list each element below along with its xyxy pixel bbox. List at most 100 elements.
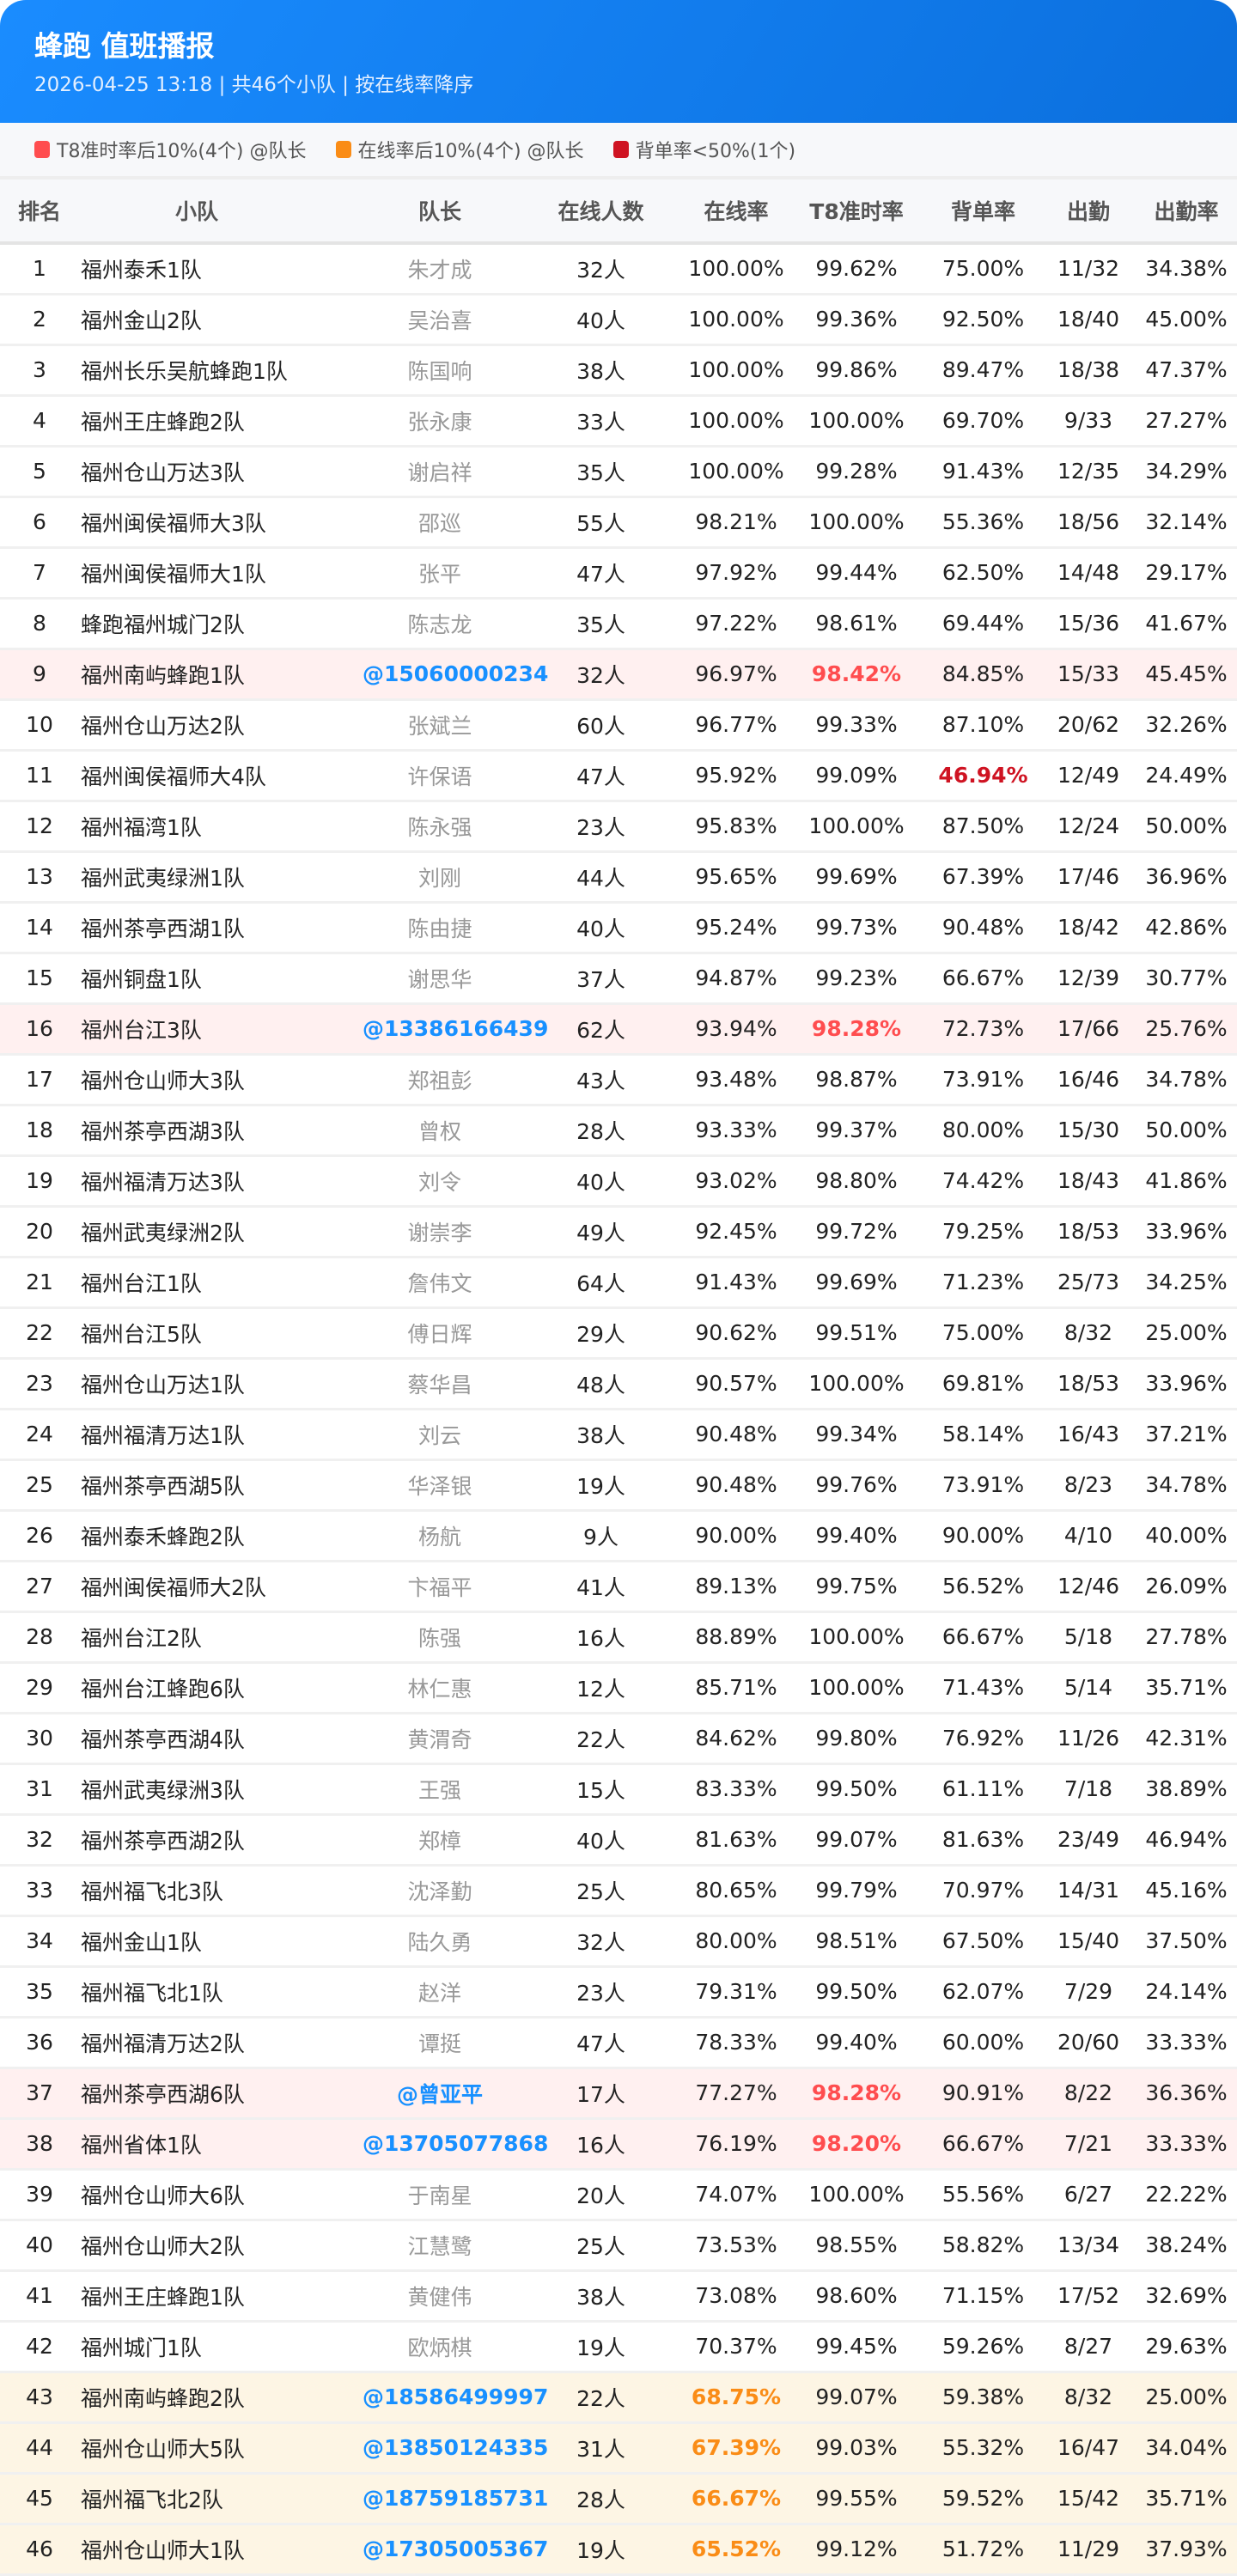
cell-attendance-rate: 47.37% — [1136, 344, 1237, 397]
cell-team: 福州金山2队 — [79, 294, 363, 346]
table-row: 24 福州福清万达1队 刘云 38人 90.48% 99.34% 58.14% 16/43 37… — [0, 1409, 1237, 1461]
cell-online-count: 41人 — [517, 1561, 685, 1613]
cell-online-count: 40人 — [517, 1155, 685, 1208]
cell-beidan-rate: 59.38% — [925, 2372, 1041, 2424]
table-row: 46 福州仓山师大1队 @17305005367 19人 65.52% 99.12% 51.… — [0, 2524, 1237, 2576]
table-row: 44 福州仓山师大5队 @13850124335 31人 67.39% 99.03% 55.… — [0, 2422, 1237, 2475]
cell-beidan-rate: 59.52% — [925, 2473, 1041, 2525]
cell-leader[interactable]: @17305005367 — [363, 2524, 548, 2576]
cell-attendance-rate: 27.78% — [1136, 1611, 1237, 1664]
cell-online-rate: 80.00% — [685, 1915, 788, 1968]
cell-beidan-rate: 56.52% — [925, 1561, 1041, 1613]
cell-team: 福州省体1队 — [79, 2118, 363, 2171]
table-row: 22 福州台江5队 傅日辉 29人 90.62% 99.51% 75.00% 8/32 25.0… — [0, 1307, 1237, 1360]
cell-attendance: 5/14 — [1041, 1662, 1136, 1714]
cell-t8-rate: 100.00% — [788, 496, 925, 549]
cell-leader[interactable]: @18759185731 — [363, 2473, 548, 2525]
cell-online-rate: 90.62% — [685, 1307, 788, 1360]
cell-t8-rate: 99.79% — [788, 1865, 925, 1917]
cell-beidan-rate: 46.94% — [925, 750, 1041, 802]
cell-attendance-rate: 22.22% — [1136, 2169, 1237, 2221]
cell-leader: 詹伟文 — [363, 1257, 517, 1309]
cell-online-rate: 93.02% — [685, 1155, 788, 1208]
cell-team: 福州闽侯福师大1队 — [79, 547, 363, 600]
cell-online-rate: 78.33% — [685, 2017, 788, 2069]
cell-leader[interactable]: @13850124335 — [363, 2422, 548, 2475]
cell-t8-rate: 99.55% — [788, 2473, 925, 2525]
cell-online-rate: 97.22% — [685, 598, 788, 650]
cell-attendance: 18/53 — [1041, 1358, 1136, 1410]
cell-team: 福州南屿蜂跑2队 — [79, 2372, 363, 2424]
cell-online-count: 12人 — [517, 1662, 685, 1714]
cell-t8-rate: 99.51% — [788, 1307, 925, 1360]
cell-t8-rate: 99.07% — [788, 1814, 925, 1867]
cell-team: 福州福清万达3队 — [79, 1155, 363, 1208]
cell-online-rate: 65.52% — [685, 2524, 788, 2576]
cell-team: 福州福飞北1队 — [79, 1966, 363, 2019]
cell-beidan-rate: 69.44% — [925, 598, 1041, 650]
cell-attendance: 15/33 — [1041, 649, 1136, 701]
cell-beidan-rate: 71.23% — [925, 1257, 1041, 1309]
cell-online-count: 9人 — [517, 1510, 685, 1562]
cell-leader: 陆久勇 — [363, 1915, 517, 1968]
cell-rank: 9 — [0, 649, 79, 701]
table-row: 32 福州茶亭西湖2队 郑樟 40人 81.63% 99.07% 81.63% 23/49 46… — [0, 1814, 1237, 1867]
darkred-swatch-icon — [612, 141, 629, 158]
cell-beidan-rate: 92.50% — [925, 294, 1041, 346]
cell-rank: 43 — [0, 2372, 79, 2424]
cell-leader: 陈志龙 — [363, 598, 517, 650]
cell-beidan-rate: 73.91% — [925, 1054, 1041, 1106]
cell-leader[interactable]: @15060000234 — [363, 649, 548, 701]
cell-team: 福州城门1队 — [79, 2321, 363, 2373]
cell-rank: 1 — [0, 243, 79, 295]
cell-rank: 8 — [0, 598, 79, 650]
cell-online-count: 23人 — [517, 801, 685, 853]
table-row: 45 福州福飞北2队 @18759185731 28人 66.67% 99.55% 59.5… — [0, 2473, 1237, 2525]
cell-team: 福州台江5队 — [79, 1307, 363, 1360]
cell-online-count: 47人 — [517, 2017, 685, 2069]
cell-attendance: 13/34 — [1041, 2220, 1136, 2272]
col-attendance: 出勤 — [1041, 180, 1136, 245]
cell-rank: 22 — [0, 1307, 79, 1360]
cell-beidan-rate: 73.91% — [925, 1459, 1041, 1512]
table-row: 23 福州仓山万达1队 蔡华昌 48人 90.57% 100.00% 69.81% 18/53… — [0, 1358, 1237, 1410]
cell-rank: 29 — [0, 1662, 79, 1714]
table-row: 30 福州茶亭西湖4队 黄渭奇 22人 84.62% 99.80% 76.92% 11/26 4… — [0, 1713, 1237, 1765]
cell-attendance-rate: 25.76% — [1136, 1003, 1237, 1056]
cell-online-rate: 90.48% — [685, 1459, 788, 1512]
cell-leader[interactable]: @曾亚平 — [363, 2067, 517, 2120]
cell-online-count: 33人 — [517, 395, 685, 448]
cell-rank: 7 — [0, 547, 79, 600]
cell-rank: 23 — [0, 1358, 79, 1410]
cell-online-count: 64人 — [517, 1257, 685, 1309]
cell-t8-rate: 99.73% — [788, 902, 925, 954]
cell-rank: 40 — [0, 2220, 79, 2272]
cell-rank: 32 — [0, 1814, 79, 1867]
cell-attendance-rate: 50.00% — [1136, 801, 1237, 853]
cell-attendance: 15/36 — [1041, 598, 1136, 650]
cell-online-count: 32人 — [517, 1915, 685, 1968]
cell-online-rate: 95.83% — [685, 801, 788, 853]
cell-leader: 张永康 — [363, 395, 517, 448]
cell-rank: 44 — [0, 2422, 79, 2475]
table-row: 2 福州金山2队 吴治喜 40人 100.00% 99.36% 92.50% 18/40 45.… — [0, 294, 1237, 346]
cell-team: 福州仓山万达3队 — [79, 446, 363, 498]
cell-t8-rate: 99.69% — [788, 1257, 925, 1309]
cell-online-rate: 77.27% — [685, 2067, 788, 2120]
cell-attendance-rate: 30.77% — [1136, 953, 1237, 1005]
cell-leader[interactable]: @18586499997 — [363, 2372, 548, 2424]
table-row: 9 福州南屿蜂跑1队 @15060000234 32人 96.97% 98.42% 84.8… — [0, 649, 1237, 701]
cell-beidan-rate: 81.63% — [925, 1814, 1041, 1867]
red-swatch-icon — [34, 141, 50, 158]
cell-online-rate: 83.33% — [685, 1763, 788, 1816]
cell-leader[interactable]: @13705077868 — [363, 2118, 548, 2171]
cell-leader[interactable]: @13386166439 — [363, 1003, 548, 1056]
cell-online-count: 43人 — [517, 1054, 685, 1106]
cell-attendance: 7/21 — [1041, 2118, 1136, 2171]
cell-attendance: 17/52 — [1041, 2270, 1136, 2323]
cell-rank: 36 — [0, 2017, 79, 2069]
cell-team: 福州仓山师大6队 — [79, 2169, 363, 2221]
cell-leader: 刘令 — [363, 1155, 517, 1208]
cell-online-rate: 81.63% — [685, 1814, 788, 1867]
table-row: 7 福州闽侯福师大1队 张平 47人 97.92% 99.44% 62.50% 14/48 29… — [0, 547, 1237, 600]
